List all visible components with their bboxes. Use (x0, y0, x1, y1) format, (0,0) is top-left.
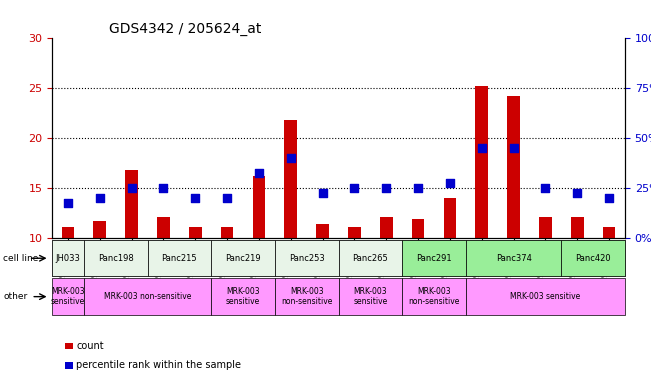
Point (158, 185, 169, 191)
Text: Panc253: Panc253 (289, 254, 325, 263)
Bar (316, 224, 329, 338)
Text: other: other (3, 292, 27, 301)
Text: Panc420: Panc420 (575, 254, 611, 263)
Text: MRK-003 sensitive: MRK-003 sensitive (510, 292, 581, 301)
Text: count: count (76, 341, 104, 351)
Bar (380, 217, 393, 338)
Bar (539, 217, 552, 338)
Point (222, 195, 232, 201)
Point (540, 185, 551, 191)
Bar (507, 96, 520, 338)
Bar (411, 219, 424, 338)
Text: MRK-003
non-sensitive: MRK-003 non-sensitive (408, 287, 460, 306)
Text: Panc219: Panc219 (225, 254, 261, 263)
Text: MRK-003
sensitive: MRK-003 sensitive (226, 287, 260, 306)
Bar (475, 86, 488, 338)
Bar (221, 227, 234, 338)
Text: MRK-003
non-sensitive: MRK-003 non-sensitive (281, 287, 333, 306)
Text: MRK-003
sensitive: MRK-003 sensitive (51, 287, 85, 306)
Text: MRK-003
sensitive: MRK-003 sensitive (353, 287, 387, 306)
Bar (603, 227, 615, 338)
Point (572, 190, 583, 196)
Point (381, 185, 391, 191)
Point (190, 195, 201, 201)
Point (445, 180, 455, 186)
Point (254, 170, 264, 176)
Point (349, 185, 359, 191)
Point (508, 145, 519, 151)
Text: Panc198: Panc198 (98, 254, 133, 263)
Text: Panc215: Panc215 (161, 254, 197, 263)
Bar (94, 221, 106, 338)
Bar (189, 227, 202, 338)
Point (604, 195, 615, 201)
Bar (348, 227, 361, 338)
Text: Panc374: Panc374 (495, 254, 531, 263)
Text: cell line: cell line (3, 254, 38, 263)
Point (126, 185, 137, 191)
Bar (253, 176, 266, 338)
Text: MRK-003 non-sensitive: MRK-003 non-sensitive (104, 292, 191, 301)
Text: percentile rank within the sample: percentile rank within the sample (76, 360, 241, 370)
Text: Panc265: Panc265 (352, 254, 388, 263)
Point (286, 155, 296, 161)
Bar (157, 217, 170, 338)
Bar (125, 170, 138, 338)
Text: GDS4342 / 205624_at: GDS4342 / 205624_at (109, 22, 262, 36)
Text: Panc291: Panc291 (416, 254, 452, 263)
Bar (284, 120, 297, 338)
Point (477, 145, 487, 151)
Bar (62, 227, 74, 338)
Point (62, 200, 73, 206)
Bar (443, 198, 456, 338)
Bar (571, 217, 583, 338)
Point (318, 190, 328, 196)
Point (94, 195, 105, 201)
Text: JH033: JH033 (55, 254, 81, 263)
Point (413, 185, 423, 191)
